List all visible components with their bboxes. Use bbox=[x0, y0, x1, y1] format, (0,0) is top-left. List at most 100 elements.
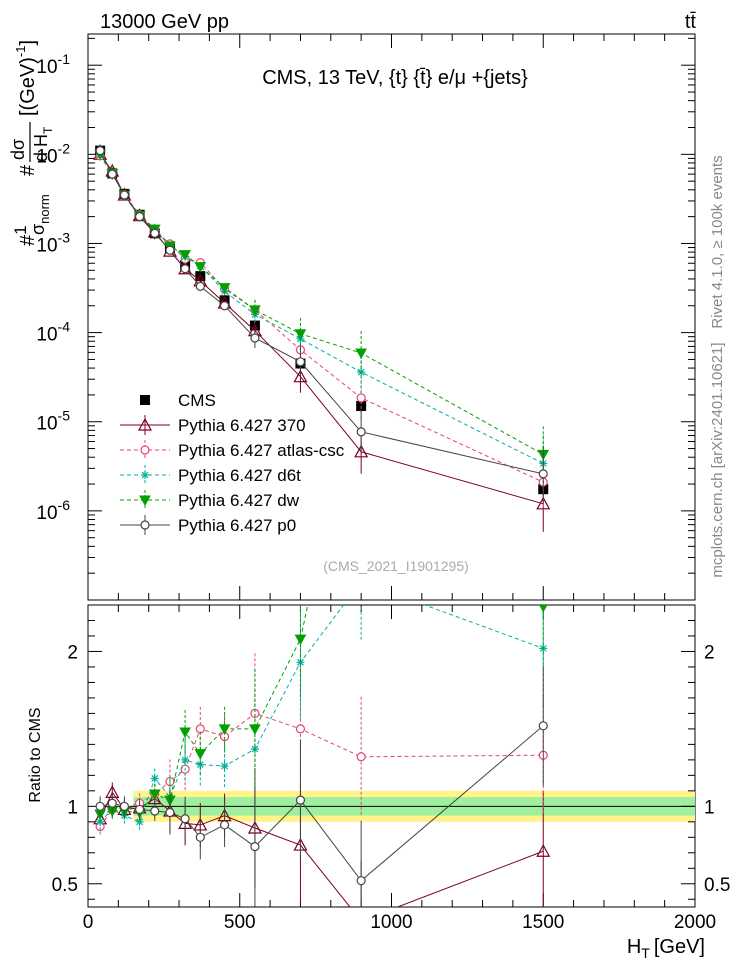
data-point-pythia-6-427-p0 bbox=[119, 190, 130, 200]
legend-entry-cms: CMS bbox=[140, 391, 216, 410]
svg-text:#: # bbox=[17, 164, 39, 176]
ratio-point-pythia-6-427-dw bbox=[148, 789, 161, 800]
series-line-pythia-6-427-dw bbox=[99, 154, 544, 455]
data-point-pythia-6-427-p0 bbox=[165, 245, 175, 255]
y-ratio-tick-label-right: 0.5 bbox=[704, 875, 730, 896]
y-main-tick-label: 10-4 bbox=[36, 319, 70, 346]
tick-exponent: -1 bbox=[58, 51, 71, 67]
data-point-pythia-6-427-p0 bbox=[95, 146, 105, 156]
legend-label: Pythia 6.427 p0 bbox=[178, 516, 296, 535]
tick-exponent: -4 bbox=[58, 319, 71, 335]
y-main-tick-label: 10-6 bbox=[36, 497, 70, 524]
ylabel-hash-1: # bbox=[17, 234, 39, 246]
data-point-pythia-6-427-370 bbox=[354, 444, 369, 458]
legend-label: CMS bbox=[178, 391, 216, 410]
data-point-pythia-6-427-dw bbox=[249, 305, 261, 316]
data-point-pythia-6-427-p0 bbox=[538, 469, 548, 479]
ratio-line-pythia-6-427-d6t bbox=[99, 605, 544, 823]
tick-base: 10 bbox=[36, 414, 57, 435]
y-main-tick-label: 10-2 bbox=[36, 140, 70, 167]
ratio-point-pythia-6-427-dw bbox=[218, 724, 231, 735]
ratio-point-pythia-6-427-p0 bbox=[150, 806, 160, 816]
y-main-tick-label: 10-1 bbox=[36, 51, 70, 78]
svg-text:#1: #1 bbox=[11, 225, 39, 246]
x-tick-label: 2000 bbox=[674, 912, 716, 933]
tick-base: 10 bbox=[36, 235, 57, 256]
ratio-point-pythia-6-427-dw bbox=[249, 724, 261, 735]
data-point-cms bbox=[219, 295, 230, 306]
ratio-point-pythia-6-427-p0 bbox=[119, 801, 130, 811]
ylabel-sub-norm: norm bbox=[37, 194, 52, 224]
ylabel-one: 1 bbox=[11, 225, 30, 234]
data-point-pythia-6-427-dw bbox=[194, 262, 207, 273]
ylabel-exp: -1 bbox=[13, 46, 28, 58]
data-point-pythia-6-427-dw bbox=[218, 283, 231, 294]
main-series-group bbox=[93, 144, 551, 532]
ratio-panel-frame bbox=[87, 604, 696, 908]
data-point-pythia-6-427-p0 bbox=[107, 169, 117, 179]
data-point-pythia-6-427-370 bbox=[293, 369, 308, 383]
data-point-pythia-6-427-p0 bbox=[295, 357, 306, 367]
y-ratio-tick-label-left: 1 bbox=[67, 797, 78, 818]
legend-label: Pythia 6.427 dw bbox=[178, 491, 300, 510]
data-point-pythia-6-427-dw bbox=[294, 329, 307, 340]
xlabel-unit: [GeV] bbox=[654, 936, 705, 958]
ratio-point-pythia-6-427-dw bbox=[179, 727, 191, 739]
x-tick-label: 500 bbox=[224, 912, 256, 933]
ratio-point-pythia-6-427-p0 bbox=[219, 820, 230, 830]
ratio-axis-ticks: 0 500 1000 1500 2000 0.5 0.5 1 1 2 2 bbox=[52, 605, 730, 933]
tick-exponent: -5 bbox=[58, 408, 71, 424]
ratio-point-pythia-6-427-d6t bbox=[220, 762, 229, 771]
data-point-pythia-6-427-dw bbox=[355, 348, 367, 360]
y-axis-label-ratio: Ratio to CMS bbox=[27, 707, 44, 802]
svg-text:σnorm: σnorm bbox=[28, 194, 52, 235]
x-tick-label: 0 bbox=[83, 912, 94, 933]
ylabel-dsigma: dσ bbox=[8, 139, 28, 160]
ratio-point-pythia-6-427-d6t bbox=[357, 578, 365, 586]
legend-marker bbox=[139, 495, 151, 507]
legend-entry-pythia-6-427-dw: Pythia 6.427 dw bbox=[120, 490, 300, 510]
ratio-point-pythia-6-427-p0 bbox=[538, 721, 548, 731]
tick-base: 10 bbox=[36, 146, 57, 167]
tick-base: 10 bbox=[36, 57, 57, 78]
tick-exponent: -6 bbox=[58, 497, 71, 513]
legend: CMS Pythia 6.427 370 Pythia 6.427 atlas-cs… bbox=[120, 391, 345, 535]
ratio-point-pythia-6-427-p0 bbox=[250, 841, 260, 852]
ratio-point-pythia-6-427-p0 bbox=[165, 807, 175, 818]
ratio-point-pythia-6-427-atlas-csc bbox=[356, 752, 366, 762]
legend-label: Pythia 6.427 atlas-csc bbox=[178, 441, 345, 460]
main-axis-ticks: 10-110-210-310-410-510-6 bbox=[36, 34, 696, 601]
series-line-pythia-6-427-atlas-csc bbox=[99, 155, 544, 483]
analysis-watermark: (CMS_2021_I1901295) bbox=[323, 558, 469, 574]
x-axis-label: HT [GeV] bbox=[627, 936, 705, 961]
legend-marker bbox=[140, 445, 150, 455]
x-tick-label: 1500 bbox=[522, 912, 564, 933]
ratio-point-pythia-6-427-d6t bbox=[181, 755, 190, 764]
data-point-pythia-6-427-p0 bbox=[195, 281, 205, 291]
ratio-point-pythia-6-427-p0 bbox=[195, 832, 205, 842]
star-stroke bbox=[358, 579, 364, 585]
ratio-point-pythia-6-427-atlas-csc bbox=[295, 724, 306, 734]
tick-exponent: -2 bbox=[58, 140, 71, 156]
side-mcplots-label: mcplots.cern.ch [arXiv:2401.10621] bbox=[709, 342, 726, 577]
ratio-point-pythia-6-427-d6t bbox=[150, 774, 159, 783]
ratio-point-pythia-6-427-dw bbox=[294, 634, 307, 646]
ylabel-sub-T: T bbox=[41, 126, 55, 134]
y-axis-label-main: #1 σnorm # dσ d HT [(GeV)-1] bbox=[8, 40, 55, 246]
ylabel-hash-2: # bbox=[17, 164, 39, 176]
ratio-point-pythia-6-427-370 bbox=[536, 843, 551, 857]
y-main-tick-label: 10-3 bbox=[36, 229, 70, 256]
legend-marker bbox=[141, 471, 149, 479]
y-ratio-tick-label-left: 2 bbox=[67, 642, 78, 663]
ratio-series-group bbox=[93, 578, 551, 907]
data-point-pythia-6-427-p0 bbox=[219, 301, 230, 311]
tick-exponent: -3 bbox=[58, 229, 71, 245]
y-main-tick-label: 10-5 bbox=[36, 408, 70, 435]
data-point-pythia-6-427-p0 bbox=[134, 212, 145, 222]
legend-marker bbox=[140, 520, 150, 530]
data-point-pythia-6-427-dw bbox=[179, 250, 191, 261]
ratio-point-pythia-6-427-p0 bbox=[356, 876, 366, 886]
ylabel-close: ] bbox=[17, 40, 39, 46]
xlabel-main: H bbox=[627, 936, 641, 958]
